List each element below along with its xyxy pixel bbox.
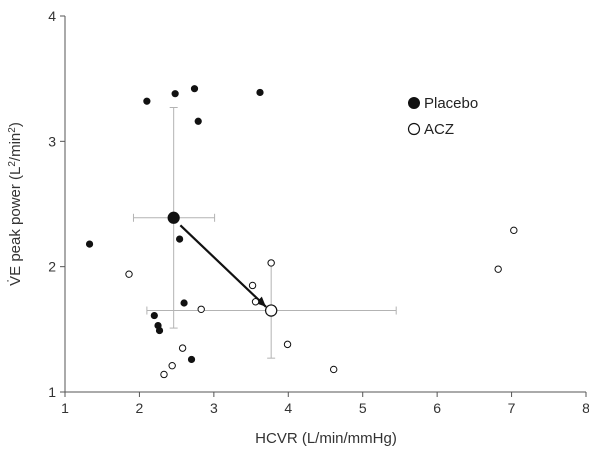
acz-point: [248, 281, 257, 290]
y-axis-title-superscript-2: 2: [7, 127, 18, 133]
acz-point: [197, 305, 205, 313]
x-tick-label: 2: [136, 400, 144, 416]
y-axis-title: V̇E peak power (L2/min2): [7, 122, 25, 286]
placebo-point: [155, 326, 164, 335]
data-points: [85, 85, 518, 379]
acz-point: [178, 344, 187, 352]
acz-point: [125, 270, 133, 278]
legend: Placebo ACZ: [407, 95, 478, 138]
x-axis-title: HCVR (L/min/mmHg): [255, 430, 397, 447]
x-tick-label: 5: [359, 400, 367, 416]
y-tick-label: 2: [48, 259, 56, 275]
x-tick-label: 4: [284, 400, 292, 416]
acz-mean-marker: [264, 304, 278, 317]
x-tick-label: 7: [508, 400, 516, 416]
error-bars: [132, 106, 397, 359]
x-tick-label: 6: [433, 400, 441, 416]
change-arrow: [179, 224, 267, 308]
y-tick-label: 4: [48, 8, 56, 24]
acz-point: [494, 265, 502, 273]
placebo-point: [143, 97, 151, 105]
acz-point: [251, 298, 260, 306]
y-tick-label: 1: [48, 384, 56, 400]
placebo-point: [187, 355, 196, 364]
mean-markers: [167, 211, 278, 317]
placebo-point: [194, 117, 202, 125]
y-tick-label: 3: [48, 133, 56, 149]
acz-point: [168, 361, 176, 370]
legend-label-placebo: Placebo: [424, 95, 478, 112]
placebo-point: [176, 235, 184, 243]
acz-point: [283, 340, 292, 349]
x-tick-label: 1: [61, 400, 69, 416]
acz-point: [329, 365, 338, 374]
arrow-shaft: [179, 224, 267, 308]
placebo-point: [256, 88, 264, 97]
placebo-point: [171, 90, 179, 98]
x-tick-label: 3: [210, 400, 218, 416]
arrow-head: [255, 296, 266, 307]
axes: [64, 16, 586, 393]
legend-marker-acz: [407, 122, 421, 136]
legend-marker-placebo: [408, 97, 420, 109]
acz-point: [510, 226, 518, 235]
y-axis-title-superscript-1: 2: [7, 161, 18, 167]
acz-point: [267, 259, 275, 267]
acz-point: [160, 370, 168, 379]
placebo-point: [85, 240, 94, 248]
placebo-point: [190, 85, 199, 93]
x-tick-label: 8: [582, 400, 589, 416]
placebo-mean-marker: [167, 211, 180, 224]
legend-label-acz: ACZ: [424, 121, 454, 138]
placebo-point: [150, 311, 158, 320]
placebo-point: [180, 299, 188, 307]
ticks: 1 2 3 4 5 6 7 8 1 2 3 4: [48, 8, 589, 416]
